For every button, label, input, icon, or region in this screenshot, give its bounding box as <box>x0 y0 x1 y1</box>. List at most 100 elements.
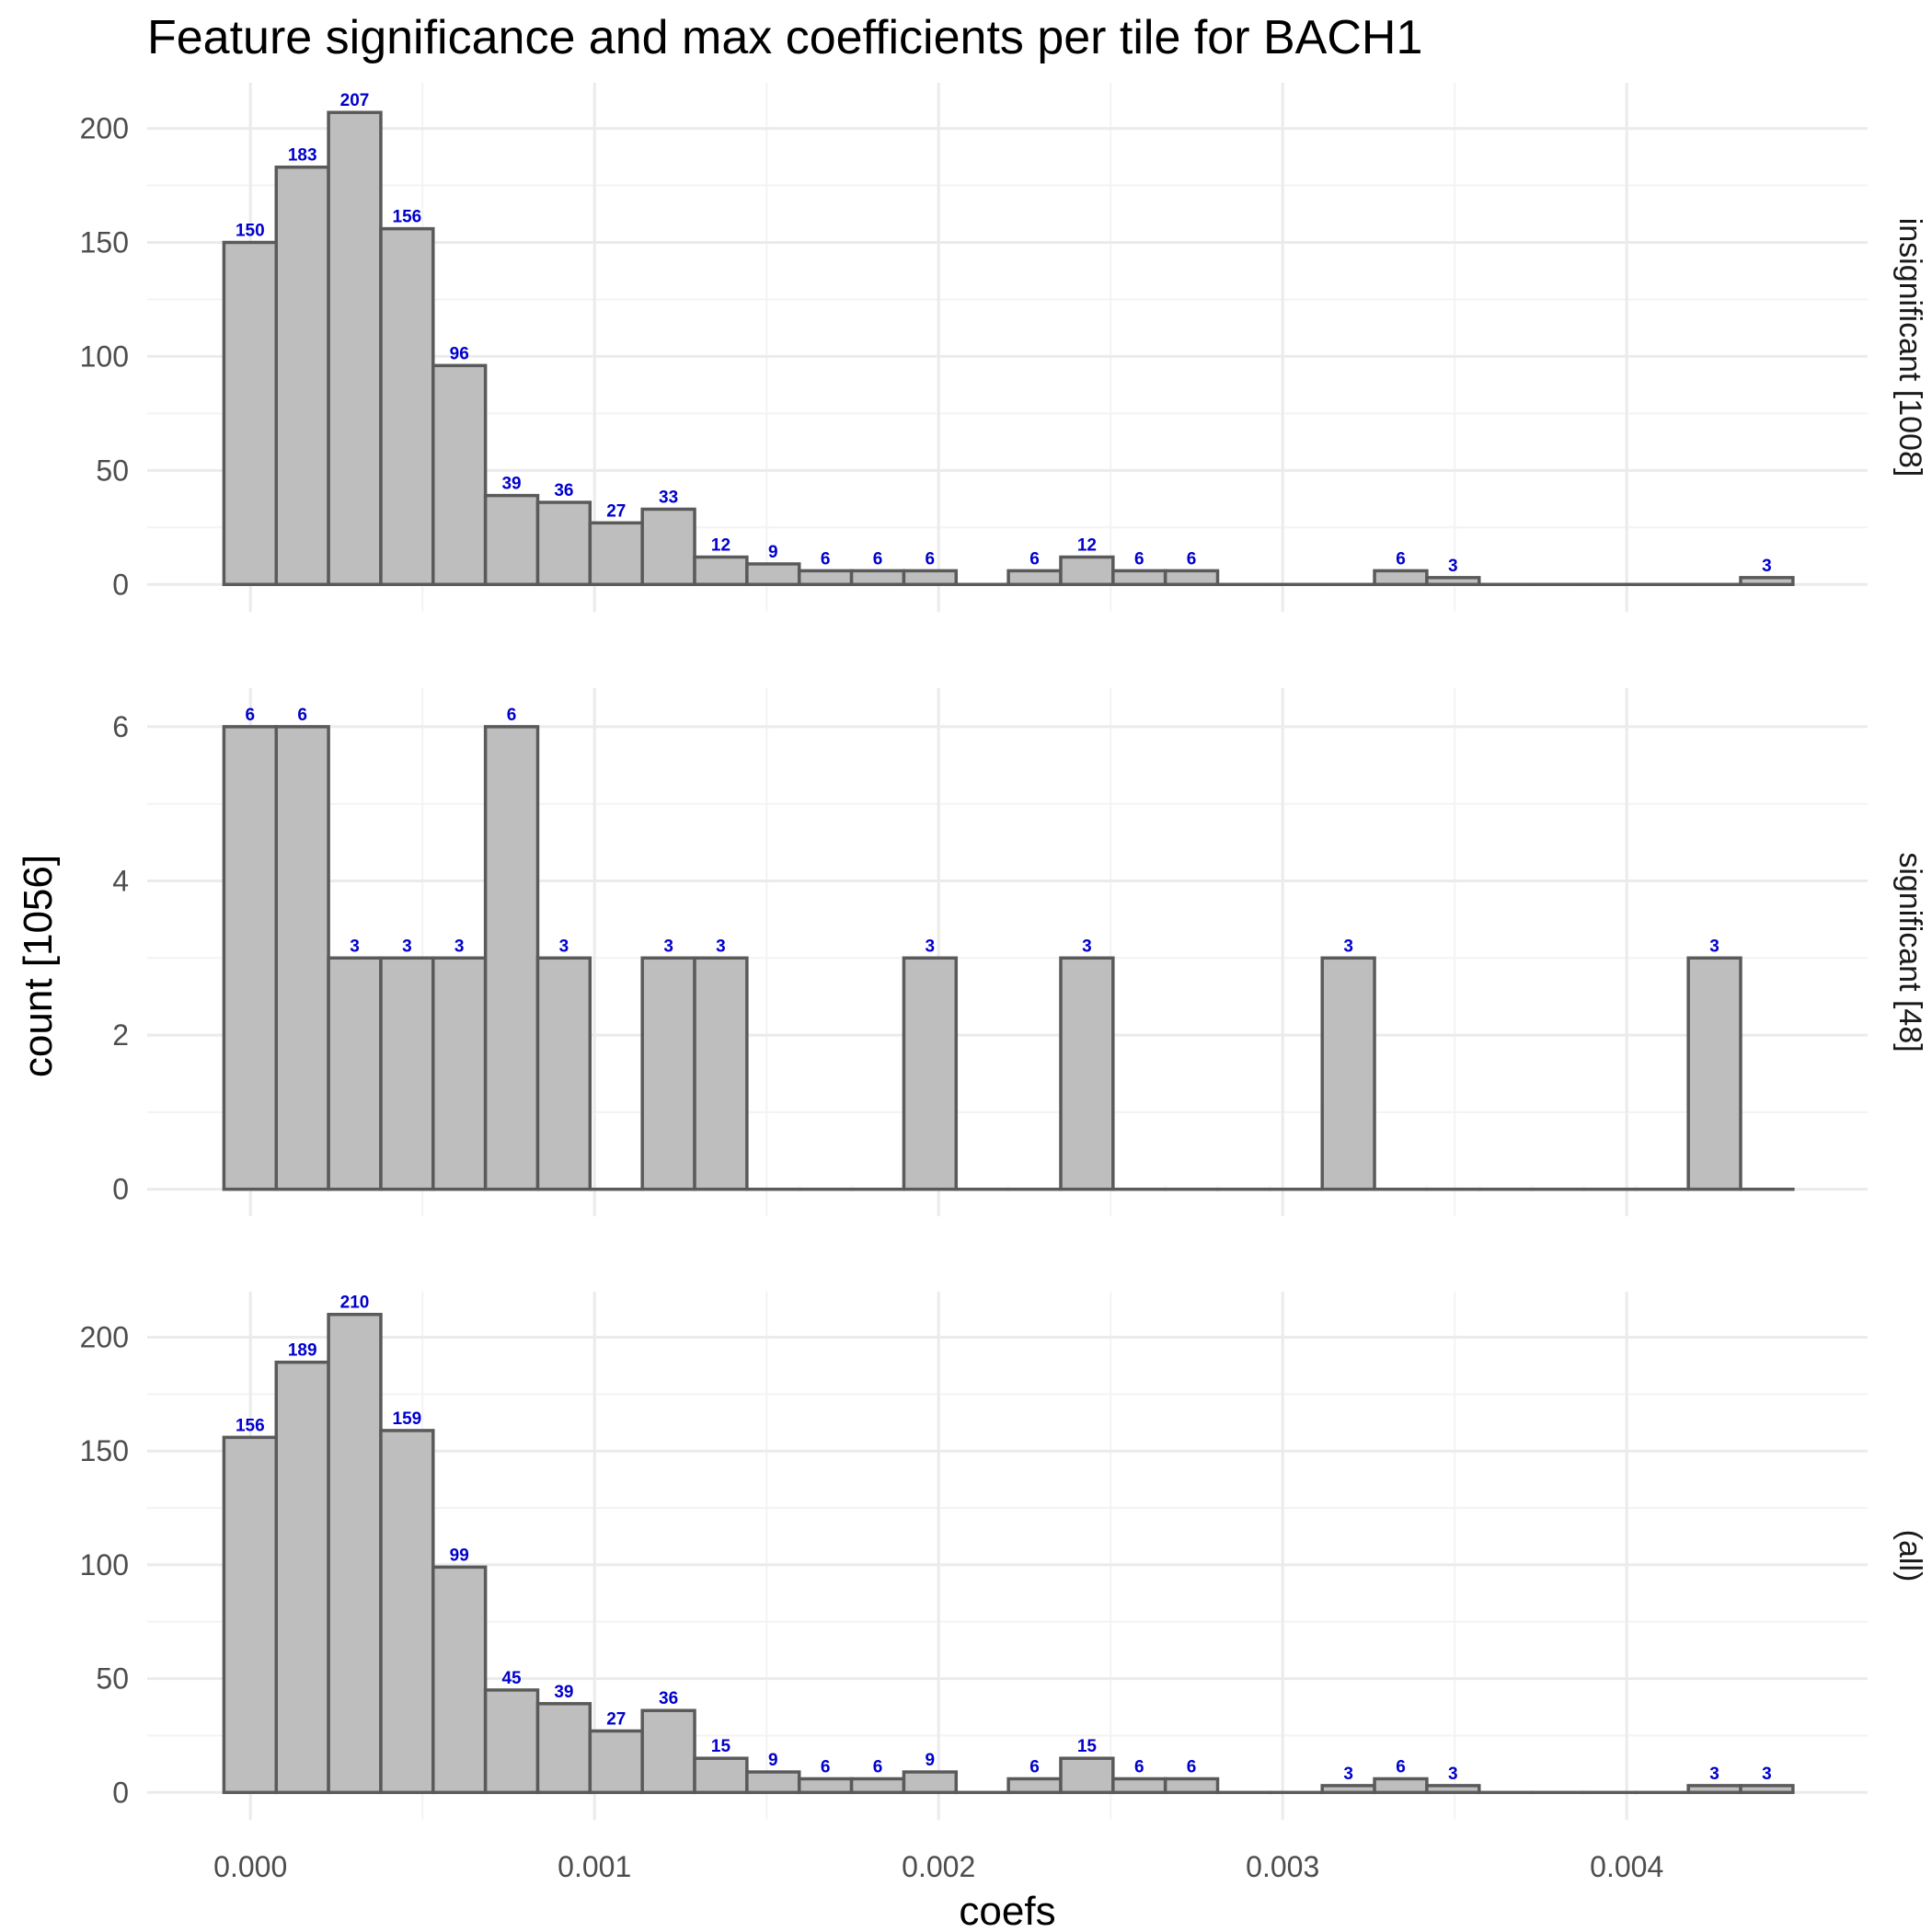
bar-count-label: 27 <box>606 1710 626 1730</box>
histogram-bar <box>431 1565 488 1795</box>
histogram-bar <box>1111 1777 1167 1795</box>
facet-panel-2: 0 2 4 6 6 6 3 3 3 6 3 3 3 3 3 3 3 significant [48] <box>112 688 1927 1216</box>
histogram-bar <box>483 1688 540 1795</box>
y-tick-label: 0 <box>112 568 129 601</box>
bar-count-label: 39 <box>554 1683 573 1702</box>
histogram-bar <box>379 956 435 1191</box>
bar-count-label: 6 <box>507 706 517 725</box>
bar-count-label: 6 <box>1029 549 1040 569</box>
bar-count-label: 3 <box>559 937 569 956</box>
bar-count-label: 6 <box>1029 1757 1040 1777</box>
y-tick-label: 100 <box>80 339 129 373</box>
histogram-bar <box>693 555 749 587</box>
histogram-bar <box>274 725 330 1191</box>
histogram-bar <box>902 956 959 1191</box>
y-tick-label: 2 <box>112 1018 129 1052</box>
bar-count-label: 6 <box>873 1757 883 1777</box>
histogram-bar <box>431 363 488 587</box>
bars <box>222 110 1795 587</box>
bar-count-label: 6 <box>1396 549 1406 569</box>
bar-count-label: 27 <box>606 501 626 521</box>
histogram-bar <box>849 1777 906 1795</box>
bar-count-label: 9 <box>768 543 778 562</box>
bar-count-label: 9 <box>926 1751 936 1770</box>
histogram-bar <box>327 1312 383 1795</box>
histogram-bar <box>379 226 435 587</box>
histogram-bar <box>1059 956 1115 1191</box>
bars <box>222 1312 1795 1795</box>
histogram-bar <box>483 725 540 1191</box>
bar-count-label: 12 <box>711 536 730 556</box>
histogram-bar <box>902 1770 959 1795</box>
bar-count-label: 15 <box>1077 1737 1098 1756</box>
histogram-bar <box>902 569 959 587</box>
histogram-bar <box>797 1777 854 1795</box>
histogram-bar <box>222 240 278 587</box>
histogram-bar <box>693 956 749 1191</box>
bar-count-label: 6 <box>246 706 256 725</box>
histogram-bar <box>274 1360 330 1795</box>
histogram-bar <box>588 1729 644 1795</box>
histogram-bar <box>483 493 540 587</box>
histogram-bar <box>327 110 383 587</box>
histogram-bar <box>1163 1777 1220 1795</box>
histogram-bar <box>1059 555 1115 587</box>
bar-count-label: 36 <box>554 481 573 500</box>
y-axis-title: count [1056] <box>16 855 61 1077</box>
bar-count-label: 3 <box>1709 1765 1719 1784</box>
bar-count-label: 6 <box>1134 549 1144 569</box>
histogram-bar <box>745 1770 801 1795</box>
x-tick-label: 0.001 <box>558 1850 631 1883</box>
bar-count-label: 99 <box>450 1546 469 1565</box>
histogram-bar <box>1739 576 1795 587</box>
bar-count-label: 6 <box>1134 1757 1144 1777</box>
histogram-bar <box>274 165 330 587</box>
bar-count-label: 183 <box>288 146 317 166</box>
y-tick-label: 150 <box>80 225 129 259</box>
bar-count-label: 3 <box>1448 1765 1458 1784</box>
histogram-bar <box>535 1702 592 1795</box>
histogram-bar <box>1686 1784 1742 1795</box>
y-tick-label: 0 <box>112 1173 129 1206</box>
facet-strip-label: significant [48] <box>1892 852 1927 1052</box>
bar-count-label: 6 <box>926 549 936 569</box>
facet-strip-label: insignificant [1008] <box>1892 218 1927 477</box>
bar-count-label: 3 <box>1448 557 1458 576</box>
histogram-bar <box>535 500 592 587</box>
bar-count-label: 156 <box>393 208 422 227</box>
histogram-bar <box>535 956 592 1191</box>
facet-strip-label: (all) <box>1892 1530 1927 1582</box>
y-tick-label: 0 <box>112 1776 129 1809</box>
histogram-bar <box>1059 1756 1115 1795</box>
bar-count-label: 9 <box>768 1751 778 1770</box>
histogram-bar <box>1425 576 1481 587</box>
x-tick-label: 0.000 <box>213 1850 287 1883</box>
y-tick-label: 4 <box>112 864 129 897</box>
histogram-bar <box>1425 1784 1481 1795</box>
histogram-bar <box>640 1708 696 1795</box>
histogram-bar <box>1373 1777 1429 1795</box>
bar-count-label: 3 <box>1762 557 1772 576</box>
histogram-bar <box>1320 956 1376 1191</box>
bar-count-label: 3 <box>402 937 412 956</box>
y-tick-label: 100 <box>80 1548 129 1581</box>
histogram-bar <box>1006 1777 1063 1795</box>
histogram-bar <box>797 569 854 587</box>
bar-count-label: 6 <box>1396 1757 1406 1777</box>
bar-count-label: 159 <box>393 1409 422 1429</box>
bar-count-label: 3 <box>454 937 465 956</box>
histogram-bar <box>431 956 488 1191</box>
histogram-bar <box>640 956 696 1191</box>
bar-count-label: 33 <box>659 488 678 507</box>
histogram-bar <box>1686 956 1742 1191</box>
histogram-bar <box>1320 1784 1376 1795</box>
histogram-bar <box>588 521 644 587</box>
histogram-bar <box>222 1435 278 1795</box>
bar-count-label: 207 <box>340 91 370 110</box>
bar-count-label: 3 <box>1762 1765 1772 1784</box>
